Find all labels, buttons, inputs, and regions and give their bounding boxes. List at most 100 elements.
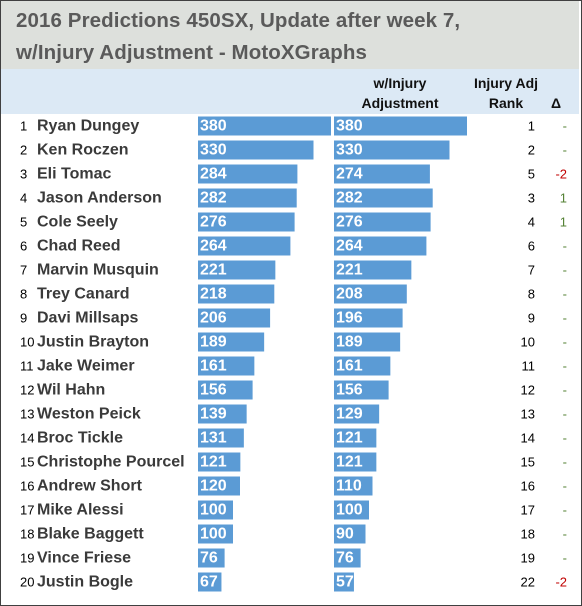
prediction-bar xyxy=(198,524,233,544)
prediction-value-label: 276 xyxy=(200,214,227,231)
rider-name: Chad Reed xyxy=(37,238,121,255)
adj-rank-value: 7 xyxy=(528,263,535,278)
prediction-value-label: 76 xyxy=(200,550,218,567)
delta-value: - xyxy=(563,263,567,278)
rider-name: Justin Brayton xyxy=(37,334,149,351)
adjusted-value-label: 100 xyxy=(336,502,363,519)
prediction-bar xyxy=(198,188,297,208)
rider-name: Justin Bogle xyxy=(37,574,133,591)
adjusted-bar xyxy=(334,332,401,352)
rank-label: 12 xyxy=(20,383,34,398)
rank-label: 6 xyxy=(20,239,27,254)
adj-rank-value: 22 xyxy=(521,575,535,590)
adjusted-value-label: 189 xyxy=(336,334,363,351)
rank-label: 17 xyxy=(20,503,34,518)
delta-value: 1 xyxy=(560,215,567,230)
rank-label: 19 xyxy=(20,551,34,566)
prediction-bar xyxy=(198,380,253,400)
prediction-value-label: 221 xyxy=(200,262,227,279)
adj-rank-value: 19 xyxy=(521,551,535,566)
rank-label: 18 xyxy=(20,527,34,542)
adjusted-bar xyxy=(334,260,412,280)
rank-label: 10 xyxy=(20,335,34,350)
prediction-value-label: 67 xyxy=(200,574,218,591)
rider-name: Eli Tomac xyxy=(37,166,111,183)
adjusted-value-label: 57 xyxy=(336,574,354,591)
adjusted-value-label: 76 xyxy=(336,550,354,567)
rider-name: Jason Anderson xyxy=(37,190,162,207)
adj-rank-value: 5 xyxy=(528,167,535,182)
adj-rank-value: 14 xyxy=(521,431,535,446)
rider-name: Cole Seely xyxy=(37,214,118,231)
adjusted-bar xyxy=(334,212,431,232)
adjusted-value-label: 196 xyxy=(336,310,363,327)
prediction-value-label: 206 xyxy=(200,310,227,327)
delta-value: - xyxy=(563,311,567,326)
adjusted-bar xyxy=(334,572,354,592)
rider-name: Jake Weimer xyxy=(37,358,135,375)
rider-name: Vince Friese xyxy=(37,550,131,567)
delta-value: - xyxy=(563,239,567,254)
delta-value: - xyxy=(563,431,567,446)
prediction-value-label: 284 xyxy=(200,166,227,183)
rank-label: 14 xyxy=(20,431,34,446)
prediction-bar xyxy=(198,260,276,280)
delta-value: - xyxy=(563,503,567,518)
rider-name: Davi Millsaps xyxy=(37,310,138,327)
adjusted-value-label: 330 xyxy=(336,142,363,159)
rank-label: 20 xyxy=(20,575,34,590)
prediction-value-label: 156 xyxy=(200,382,227,399)
adjusted-value-label: 110 xyxy=(336,478,362,495)
prediction-bar xyxy=(198,500,233,520)
adjusted-value-label: 274 xyxy=(336,166,363,183)
prediction-bar xyxy=(198,332,265,352)
rider-name: Marvin Musquin xyxy=(37,262,159,279)
prediction-bar xyxy=(198,452,241,472)
rank-label: 4 xyxy=(20,191,27,206)
rider-name: Blake Baggett xyxy=(37,526,144,543)
prediction-bar xyxy=(198,164,298,184)
rank-label: 5 xyxy=(20,215,27,230)
delta-value: - xyxy=(563,287,567,302)
prediction-value-label: 380 xyxy=(200,118,227,135)
rider-name: Ken Roczen xyxy=(37,142,129,159)
prediction-value-label: 282 xyxy=(200,190,227,207)
rank-label: 3 xyxy=(20,167,27,182)
rider-name: Andrew Short xyxy=(37,478,143,495)
rider-name: Wil Hahn xyxy=(37,382,105,399)
rank-label: 9 xyxy=(20,311,27,326)
adj-rank-column-header: Injury Adj Rank xyxy=(473,75,539,111)
delta-value: - xyxy=(563,455,567,470)
rider-name: Christophe Pourcel xyxy=(37,454,185,471)
chart-title-line-1: 2016 Predictions 450SX, Update after wee… xyxy=(16,9,461,32)
prediction-bar xyxy=(198,308,271,328)
chart-title-line-2: w/Injury Adjustment - MotoXGraphs xyxy=(16,41,368,64)
adjusted-value-label: 208 xyxy=(336,286,363,303)
adj-rank-value: 4 xyxy=(528,215,535,230)
rider-name: Weston Peick xyxy=(37,406,141,423)
adjusted-value-label: 380 xyxy=(336,118,363,135)
rank-label: 7 xyxy=(20,263,27,278)
prediction-bar xyxy=(198,404,247,424)
delta-value: -2 xyxy=(555,575,567,590)
delta-value: - xyxy=(563,143,567,158)
adjusted-bar xyxy=(334,548,361,568)
adjusted-bar xyxy=(334,140,450,160)
rider-name: Trey Canard xyxy=(37,286,129,303)
delta-value: - xyxy=(563,359,567,374)
adjusted-value-label: 221 xyxy=(336,262,363,279)
adjusted-value-label: 121 xyxy=(336,454,363,471)
adj-rank-value: 13 xyxy=(521,407,535,422)
adj-rank-value: 9 xyxy=(528,311,535,326)
prediction-value-label: 189 xyxy=(200,334,227,351)
prediction-value-label: 131 xyxy=(200,430,227,447)
adjusted-bar xyxy=(334,164,430,184)
delta-value: - xyxy=(563,383,567,398)
rider-name: Ryan Dungey xyxy=(37,118,139,135)
adjusted-bar xyxy=(334,452,377,472)
adjusted-value-label: 264 xyxy=(336,238,363,255)
prediction-value-label: 120 xyxy=(200,478,227,495)
adjusted-bar xyxy=(334,428,377,448)
delta-value: - xyxy=(563,407,567,422)
prediction-value-label: 218 xyxy=(200,286,227,303)
